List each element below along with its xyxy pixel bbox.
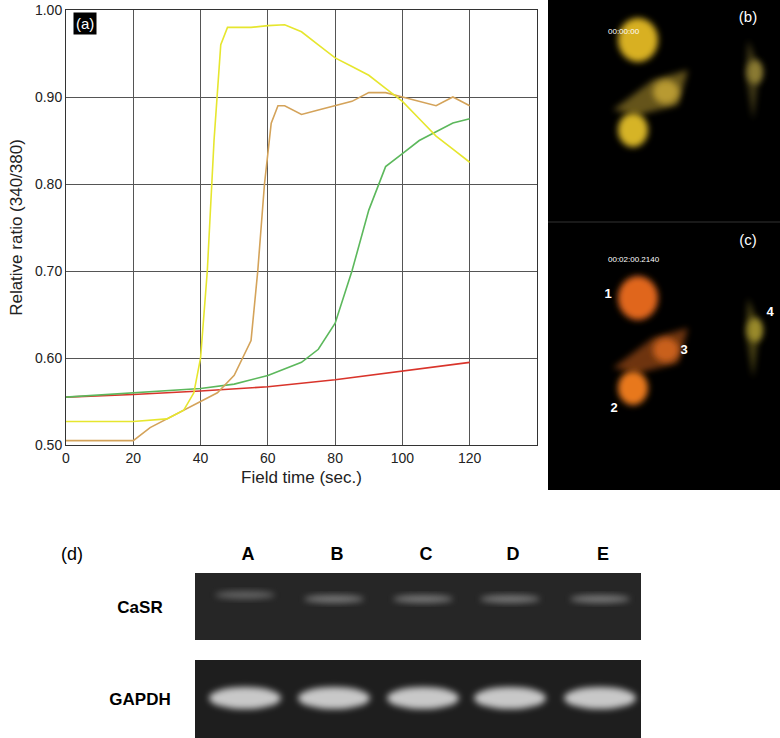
svg-text:GAPDH: GAPDH	[109, 690, 170, 709]
svg-text:00:00:00: 00:00:00	[608, 27, 640, 36]
svg-text:40: 40	[193, 450, 209, 466]
svg-text:1.00: 1.00	[35, 2, 62, 18]
svg-text:60: 60	[260, 450, 276, 466]
svg-text:80: 80	[327, 450, 343, 466]
svg-text:1: 1	[604, 286, 611, 301]
svg-text:(a): (a)	[76, 15, 94, 32]
svg-text:2: 2	[610, 400, 617, 415]
svg-text:4: 4	[766, 304, 774, 319]
svg-text:0.60: 0.60	[35, 350, 62, 366]
svg-text:0.90: 0.90	[35, 89, 62, 105]
svg-text:120: 120	[458, 450, 482, 466]
svg-text:00:02:00.2140: 00:02:00.2140	[608, 255, 660, 264]
svg-text:Field time (sec.): Field time (sec.)	[241, 468, 362, 487]
svg-text:B: B	[331, 544, 344, 564]
svg-text:C: C	[420, 544, 433, 564]
svg-text:Relative ratio (340/380): Relative ratio (340/380)	[7, 139, 26, 316]
svg-text:0.70: 0.70	[35, 263, 62, 279]
svg-text:(d): (d)	[61, 544, 83, 564]
svg-text:0: 0	[62, 450, 70, 466]
svg-text:3: 3	[680, 342, 687, 357]
svg-text:100: 100	[391, 450, 415, 466]
svg-text:E: E	[597, 544, 609, 564]
svg-text:0.80: 0.80	[35, 176, 62, 192]
svg-text:(c): (c)	[739, 231, 757, 248]
svg-text:A: A	[242, 544, 255, 564]
svg-text:D: D	[507, 544, 520, 564]
svg-text:(b): (b)	[739, 8, 757, 25]
svg-text:0.50: 0.50	[35, 437, 62, 453]
svg-text:CaSR: CaSR	[117, 598, 162, 617]
svg-text:20: 20	[126, 450, 142, 466]
